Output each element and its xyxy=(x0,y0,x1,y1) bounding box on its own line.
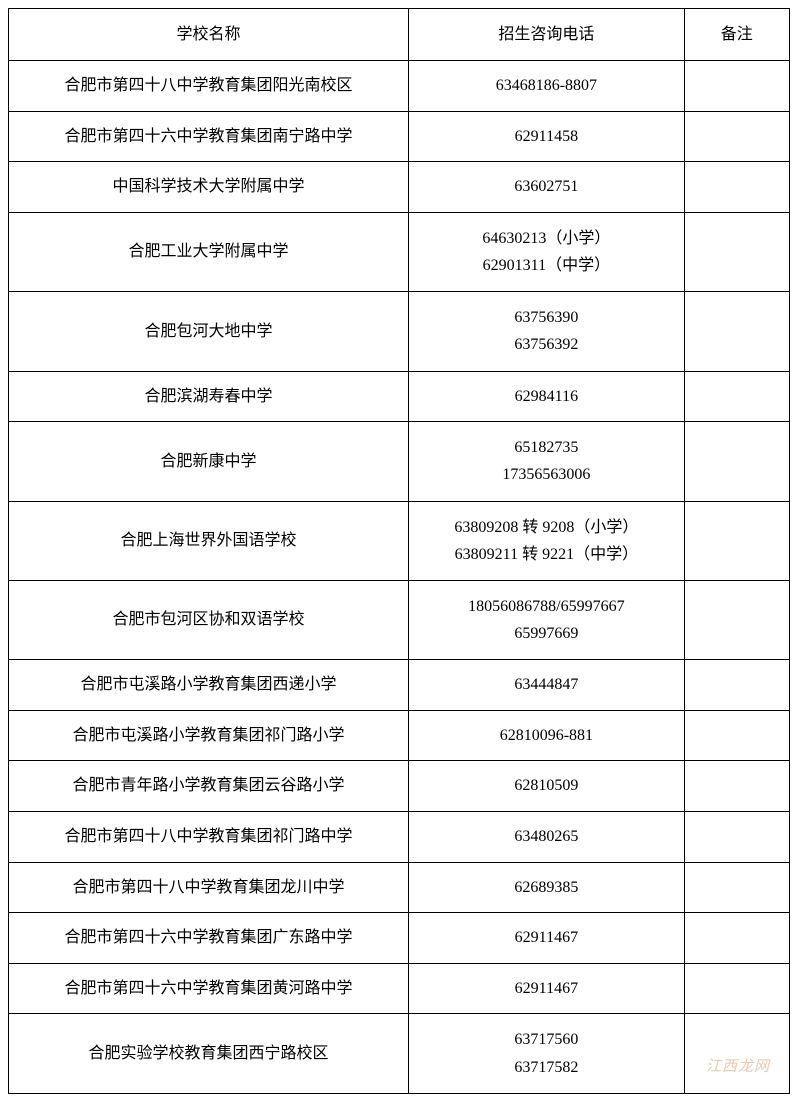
cell-school: 合肥上海世界外国语学校 xyxy=(9,501,409,580)
cell-school: 中国科学技术大学附属中学 xyxy=(9,162,409,213)
cell-remark xyxy=(684,501,789,580)
cell-school: 合肥实验学校教育集团西宁路校区 xyxy=(9,1014,409,1093)
table-row: 合肥市屯溪路小学教育集团西递小学63444847 xyxy=(9,660,790,711)
cell-phone: 65182735 17356563006 xyxy=(409,422,685,501)
cell-remark xyxy=(684,422,789,501)
phone-line: 65997669 xyxy=(514,625,578,642)
cell-phone: 63468186-8807 xyxy=(409,61,685,112)
table-row: 合肥实验学校教育集团西宁路校区 63717560 63717582 xyxy=(9,1014,790,1093)
header-remark: 备注 xyxy=(684,9,789,61)
cell-school: 合肥新康中学 xyxy=(9,422,409,501)
cell-remark xyxy=(684,660,789,711)
cell-remark xyxy=(684,580,789,659)
table-row: 合肥市屯溪路小学教育集团祁门路小学62810096-881 xyxy=(9,710,790,761)
cell-remark xyxy=(684,963,789,1014)
table-header: 学校名称 招生咨询电话 备注 xyxy=(9,9,790,61)
cell-phone: 62984116 xyxy=(409,371,685,422)
table-row: 合肥新康中学 65182735 17356563006 xyxy=(9,422,790,501)
phone-line: 62901311（中学） xyxy=(483,257,610,274)
table-body: 合肥市第四十八中学教育集团阳光南校区63468186-8807合肥市第四十六中学… xyxy=(9,61,790,1094)
school-phone-table: 学校名称 招生咨询电话 备注 合肥市第四十八中学教育集团阳光南校区6346818… xyxy=(8,8,790,1094)
table-row: 合肥市青年路小学教育集团云谷路小学62810509 xyxy=(9,761,790,812)
phone-line: 63809211 转 9221（中学） xyxy=(455,546,638,563)
phone-line: 63756390 xyxy=(514,309,578,326)
cell-school: 合肥包河大地中学 xyxy=(9,292,409,371)
cell-remark xyxy=(684,371,789,422)
cell-school: 合肥工业大学附属中学 xyxy=(9,212,409,291)
header-school: 学校名称 xyxy=(9,9,409,61)
cell-school: 合肥市第四十六中学教育集团南宁路中学 xyxy=(9,111,409,162)
cell-school: 合肥市青年路小学教育集团云谷路小学 xyxy=(9,761,409,812)
cell-remark xyxy=(684,162,789,213)
table-row: 合肥滨湖寿春中学62984116 xyxy=(9,371,790,422)
table-row: 合肥工业大学附属中学 64630213（小学） 62901311（中学） xyxy=(9,212,790,291)
phone-line: 63717582 xyxy=(514,1059,578,1076)
cell-phone: 63444847 xyxy=(409,660,685,711)
phone-line: 65182735 xyxy=(514,439,578,456)
phone-line: 18056086788/65997667 xyxy=(468,598,624,615)
table-row: 合肥市第四十六中学教育集团黄河路中学62911467 xyxy=(9,963,790,1014)
table-row: 合肥市第四十八中学教育集团阳光南校区63468186-8807 xyxy=(9,61,790,112)
cell-remark xyxy=(684,292,789,371)
cell-remark xyxy=(684,61,789,112)
table-row: 合肥市第四十八中学教育集团祁门路中学63480265 xyxy=(9,812,790,863)
table-row: 合肥包河大地中学 63756390 63756392 xyxy=(9,292,790,371)
cell-school: 合肥滨湖寿春中学 xyxy=(9,371,409,422)
phone-line: 63756392 xyxy=(514,336,578,353)
cell-phone: 63602751 xyxy=(409,162,685,213)
cell-remark xyxy=(684,111,789,162)
table-container: 学校名称 招生咨询电话 备注 合肥市第四十八中学教育集团阳光南校区6346818… xyxy=(8,8,790,1094)
phone-line: 63717560 xyxy=(514,1031,578,1048)
phone-line: 64630213（小学） xyxy=(482,230,610,247)
header-phone: 招生咨询电话 xyxy=(409,9,685,61)
cell-phone: 63809208 转 9208（小学） 63809211 转 9221（中学） xyxy=(409,501,685,580)
cell-school: 合肥市第四十八中学教育集团阳光南校区 xyxy=(9,61,409,112)
cell-phone: 18056086788/65997667 65997669 xyxy=(409,580,685,659)
cell-school: 合肥市第四十八中学教育集团龙川中学 xyxy=(9,862,409,913)
cell-remark xyxy=(684,710,789,761)
phone-line: 17356563006 xyxy=(502,466,590,483)
cell-phone: 63480265 xyxy=(409,812,685,863)
cell-school: 合肥市第四十八中学教育集团祁门路中学 xyxy=(9,812,409,863)
cell-remark xyxy=(684,812,789,863)
cell-phone: 62911467 xyxy=(409,963,685,1014)
cell-remark xyxy=(684,761,789,812)
table-row: 合肥市第四十八中学教育集团龙川中学62689385 xyxy=(9,862,790,913)
phone-line: 63809208 转 9208（小学） xyxy=(454,519,638,536)
table-row: 合肥市包河区协和双语学校 18056086788/65997667 65997669 xyxy=(9,580,790,659)
cell-phone: 63717560 63717582 xyxy=(409,1014,685,1093)
cell-phone: 62810509 xyxy=(409,761,685,812)
cell-school: 合肥市屯溪路小学教育集团祁门路小学 xyxy=(9,710,409,761)
cell-phone: 62689385 xyxy=(409,862,685,913)
cell-remark xyxy=(684,862,789,913)
cell-remark xyxy=(684,212,789,291)
cell-phone: 62810096-881 xyxy=(409,710,685,761)
cell-remark xyxy=(684,1014,789,1093)
cell-phone: 63756390 63756392 xyxy=(409,292,685,371)
cell-school: 合肥市第四十六中学教育集团黄河路中学 xyxy=(9,963,409,1014)
cell-phone: 62911458 xyxy=(409,111,685,162)
cell-school: 合肥市屯溪路小学教育集团西递小学 xyxy=(9,660,409,711)
table-row: 合肥上海世界外国语学校 63809208 转 9208（小学） 63809211 转… xyxy=(9,501,790,580)
table-row: 合肥市第四十六中学教育集团南宁路中学62911458 xyxy=(9,111,790,162)
table-row: 中国科学技术大学附属中学63602751 xyxy=(9,162,790,213)
cell-school: 合肥市包河区协和双语学校 xyxy=(9,580,409,659)
cell-phone: 64630213（小学） 62901311（中学） xyxy=(409,212,685,291)
header-row: 学校名称 招生咨询电话 备注 xyxy=(9,9,790,61)
